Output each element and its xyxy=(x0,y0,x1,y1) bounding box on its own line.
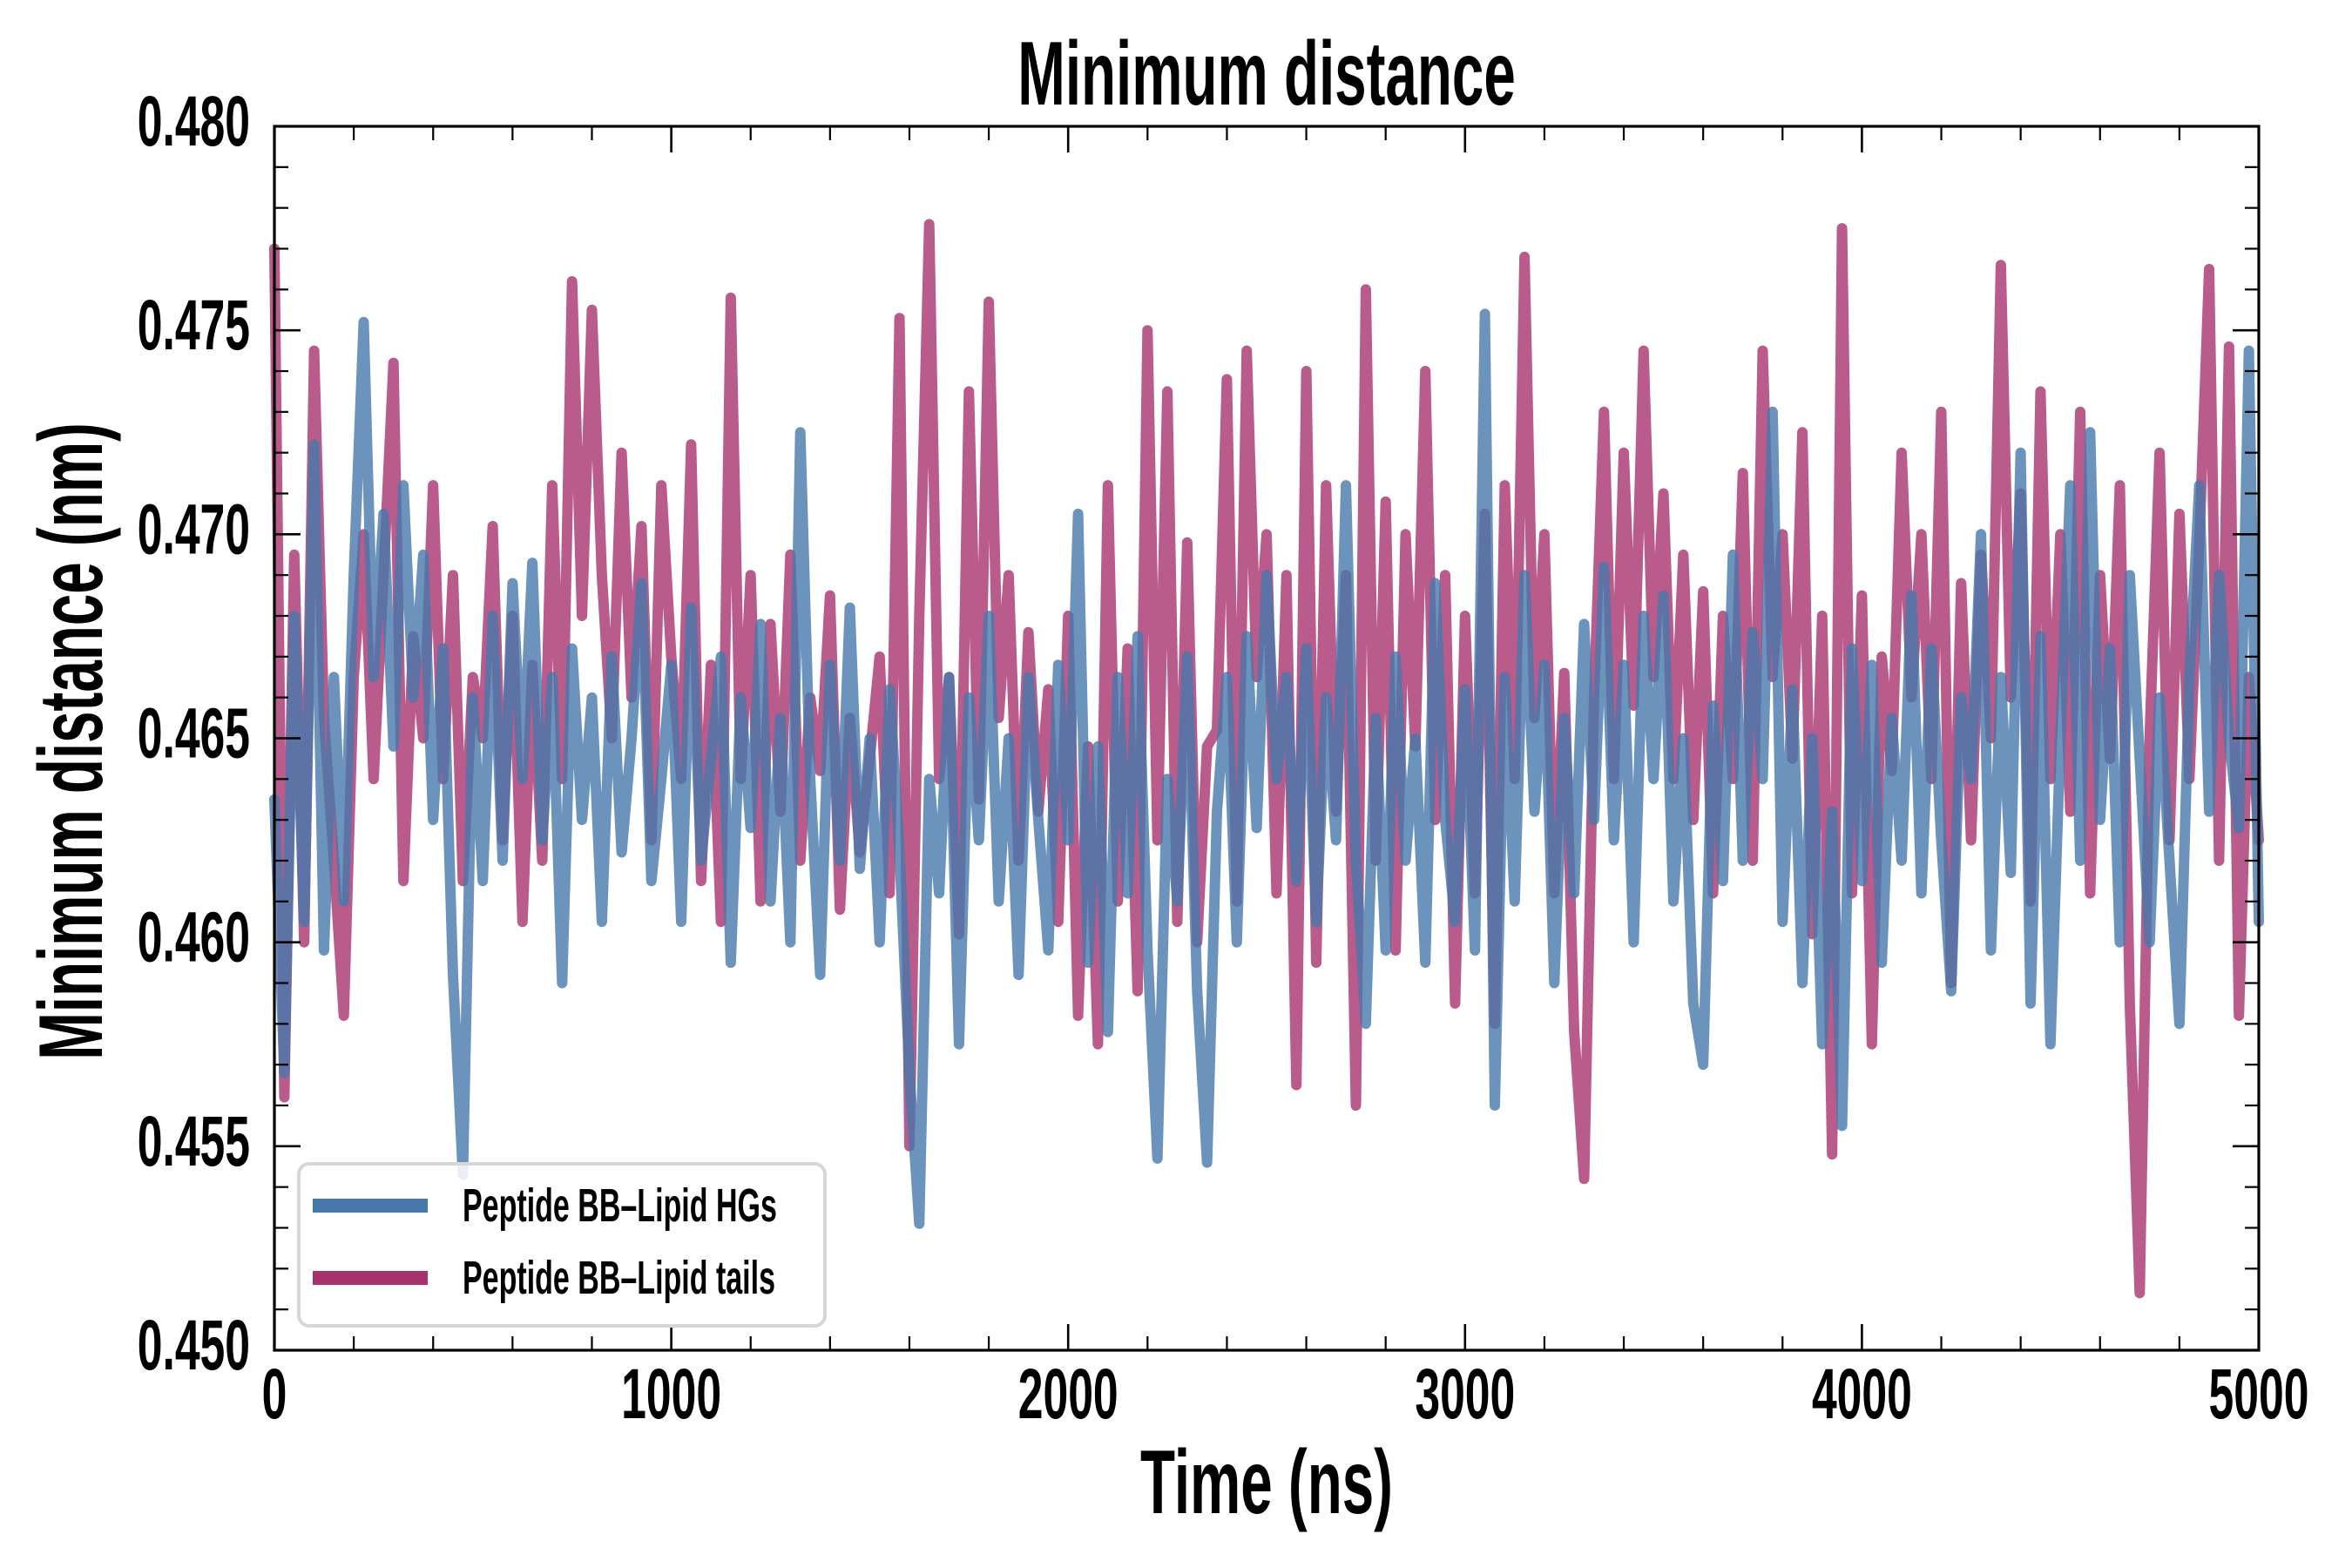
y-tick-label: 0.465 xyxy=(138,693,250,773)
series-line-lipid-hgs xyxy=(269,308,2264,1229)
y-tick-label: 0.460 xyxy=(138,897,250,977)
x-tick-label: 5000 xyxy=(2209,1354,2309,1434)
series-layer xyxy=(269,219,2264,1299)
legend-label-hgs: Peptide BB–Lipid HGs xyxy=(463,1179,777,1232)
y-tick-label: 0.450 xyxy=(138,1305,250,1385)
chart-title: Minimum distance xyxy=(1017,24,1516,125)
y-tick-label: 0.455 xyxy=(138,1101,250,1181)
x-tick-label: 1000 xyxy=(621,1354,721,1434)
x-tick-label: 4000 xyxy=(1812,1354,1912,1434)
legend-label-tails: Peptide BB–Lipid tails xyxy=(463,1251,775,1304)
x-tick-labels: 0 1000 2000 3000 4000 5000 xyxy=(262,1354,2309,1434)
legend: Peptide BB–Lipid HGs Peptide BB–Lipid ta… xyxy=(297,1162,827,1328)
x-tick-label: 0 xyxy=(262,1354,287,1434)
y-tick-labels: 0.450 0.455 0.460 0.465 0.470 0.475 0.480 xyxy=(138,81,250,1385)
x-axis-label: Time (ns) xyxy=(1140,1432,1393,1533)
y-tick-label: 0.475 xyxy=(138,285,250,365)
y-tick-label: 0.480 xyxy=(138,81,250,161)
plot-frame xyxy=(273,125,2261,1352)
x-tick-label: 3000 xyxy=(1415,1354,1515,1434)
x-tick-label: 2000 xyxy=(1018,1354,1119,1434)
legend-box xyxy=(297,1162,827,1328)
y-tick-label: 0.470 xyxy=(138,489,250,569)
y-axis-label: Minimum distance (nm) xyxy=(21,422,122,1060)
